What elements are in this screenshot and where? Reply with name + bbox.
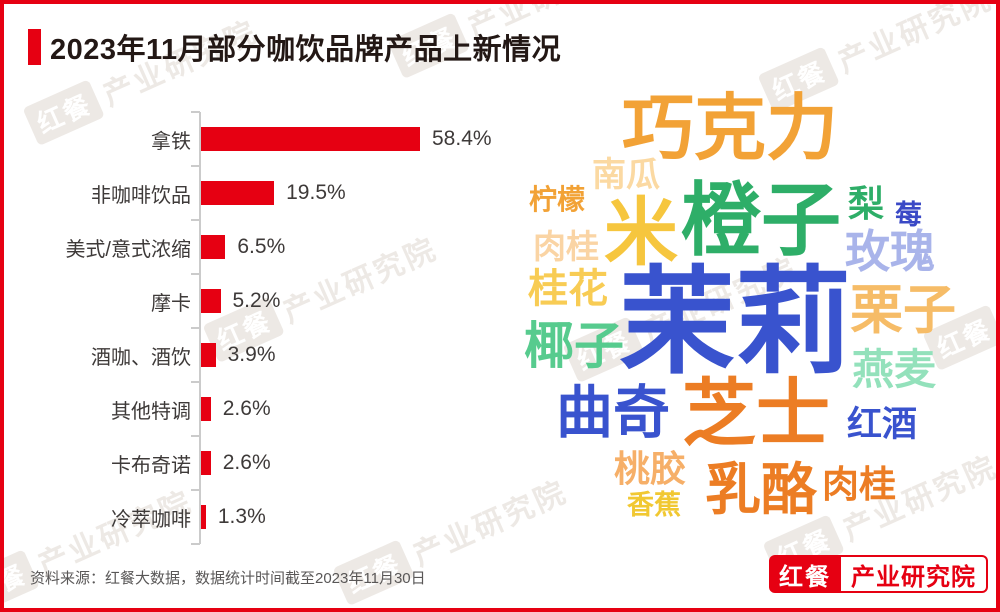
bar-category-label: 拿铁 — [151, 130, 191, 153]
bar-row: 酒咖、酒饮 3.9% — [28, 328, 498, 382]
wordcloud-word: 南瓜 — [592, 156, 660, 194]
wordcloud-word: 桃胶 — [614, 448, 687, 489]
bar-category-label: 卡布奇诺 — [111, 454, 191, 477]
bar-row: 卡布奇诺 2.6% — [28, 436, 498, 490]
page-title: 2023年11月部分咖饮品牌产品上新情况 — [50, 34, 562, 66]
wordcloud-word: 香蕉 — [627, 490, 681, 520]
bar — [201, 127, 420, 151]
wordcloud-word: 莓 — [895, 200, 922, 230]
source-note: 资料来源：红餐大数据，数据统计时间截至2023年11月30日 — [30, 570, 426, 587]
axis-tick — [191, 435, 200, 437]
axis-tick — [191, 327, 200, 329]
wordcloud-word: 梨 — [848, 183, 885, 224]
wordcloud-word: 红酒 — [847, 405, 918, 444]
bar-row: 其他特调 2.6% — [28, 382, 498, 436]
watermark-brand-text: 红餐 — [562, 315, 645, 383]
wordcloud-word: 栗子 — [850, 281, 956, 340]
bar-value-label: 3.9% — [227, 343, 276, 366]
axis-tick — [191, 381, 200, 383]
watermark-org-text: 产业研究院 — [833, 0, 998, 80]
watermark-org-text: 产业研究院 — [995, 232, 1000, 339]
wordcloud-word: 芝士 — [682, 372, 830, 455]
watermark-org-text: 产业研究院 — [838, 450, 1000, 548]
wordcloud-word: 桂花 — [528, 267, 608, 311]
bar — [201, 397, 211, 421]
brand-logo: 红餐 产业研究院 — [769, 555, 988, 593]
bar-value-label: 58.4% — [432, 127, 492, 150]
logo-org-text: 产业研究院 — [841, 555, 988, 593]
bar-value-label: 1.3% — [217, 505, 266, 528]
watermark-brand-text: 红餐 — [757, 45, 840, 113]
bar-value-label: 2.6% — [222, 397, 271, 420]
wordcloud-word: 肉桂 — [533, 228, 599, 265]
watermark-org-text: 产业研究院 — [638, 252, 803, 350]
axis-tick — [191, 273, 200, 275]
bar-category-label: 冷萃咖啡 — [111, 508, 191, 531]
wordcloud-word: 玫瑰 — [845, 226, 936, 277]
wordcloud-word: 曲奇 — [556, 381, 670, 445]
axis-tick — [191, 489, 200, 491]
bar-row: 美式/意式浓缩 6.5% — [28, 220, 498, 274]
title-accent-bar — [28, 29, 41, 65]
wordcloud-word: 柠檬 — [529, 184, 586, 215]
bar-row: 摩卡 5.2% — [28, 274, 498, 328]
bar-chart: 拿铁 58.4% 非咖啡饮品 19.5% 美式/意式浓缩 6.5% 摩卡 5.2% 酒咖、酒饮 3… — [28, 111, 498, 545]
bar-value-label: 19.5% — [286, 181, 346, 204]
bar-category-label: 其他特调 — [111, 400, 191, 423]
bar-category-label: 酒咖、酒饮 — [91, 346, 191, 369]
bar-row: 拿铁 58.4% — [28, 112, 498, 166]
bar — [201, 451, 211, 475]
wordcloud-word: 肉桂 — [822, 464, 896, 505]
bar-category-label: 摩卡 — [151, 292, 191, 315]
bar-category-label: 非咖啡饮品 — [91, 184, 191, 207]
logo-brand-text: 红餐 — [769, 555, 841, 593]
axis-tick — [191, 543, 200, 545]
bar — [201, 181, 275, 205]
watermark: 红餐产业研究院 — [757, 0, 999, 114]
bar — [201, 505, 206, 529]
wordcloud-word: 橙子 — [681, 176, 841, 265]
bar — [201, 235, 226, 259]
wordcloud-word: 茉莉 — [619, 257, 851, 387]
wordcloud-word: 米 — [604, 191, 678, 274]
axis-tick — [191, 111, 200, 113]
wordcloud-word: 椰子 — [524, 318, 624, 374]
axis-tick — [191, 219, 200, 221]
watermark: 红餐产业研究院 — [562, 244, 804, 384]
header: 2023年11月部分咖饮品牌产品上新情况 — [28, 26, 561, 68]
bar — [201, 289, 221, 313]
wordcloud-word: 乳酪 — [705, 458, 817, 521]
bar-value-label: 5.2% — [232, 289, 281, 312]
bar-value-label: 6.5% — [237, 235, 286, 258]
watermark-brand-text: 红餐 — [922, 303, 1000, 371]
wordcloud-word: 巧克力 — [622, 89, 839, 169]
bar-category-label: 美式/意式浓缩 — [65, 238, 191, 261]
bar-row: 非咖啡饮品 19.5% — [28, 166, 498, 220]
bar-row: 冷萃咖啡 1.3% — [28, 490, 498, 544]
axis-tick — [191, 165, 200, 167]
wordcloud-word: 燕麦 — [852, 346, 937, 393]
bar — [201, 343, 216, 367]
bar-value-label: 2.6% — [222, 451, 271, 474]
